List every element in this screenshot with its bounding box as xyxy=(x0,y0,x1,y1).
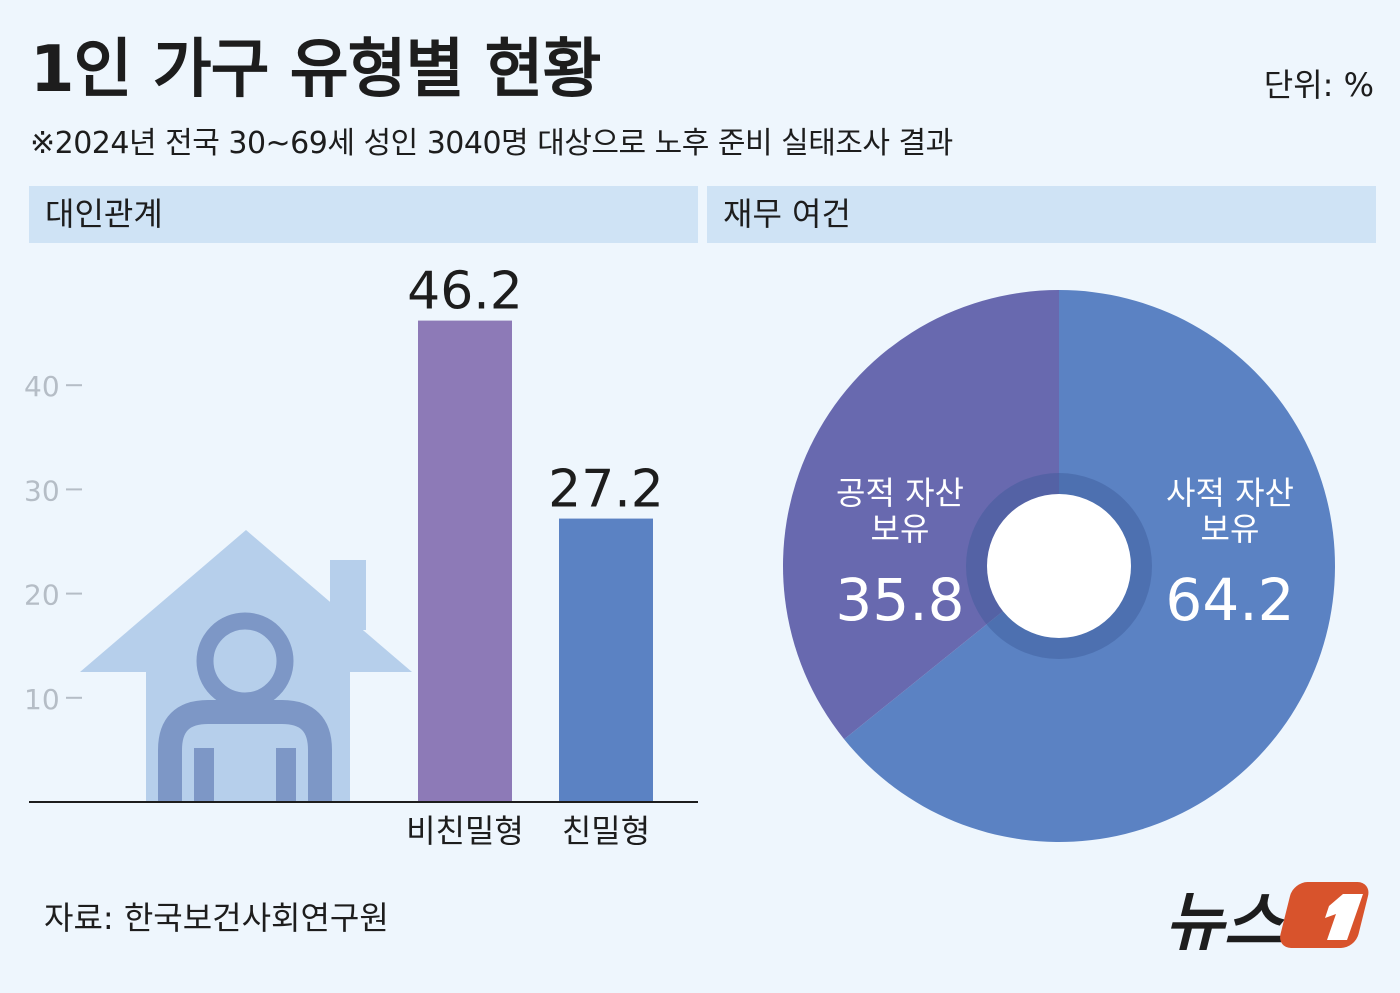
pie-slice xyxy=(782,290,1059,740)
pie-panel-header: 재무 여건 xyxy=(707,186,1376,243)
bar xyxy=(559,518,653,802)
pie-slice-label: 공적 자산 xyxy=(836,474,964,512)
y-tick-label: 10 xyxy=(24,683,60,716)
bar-value-label: 46.2 xyxy=(407,262,523,322)
logo-text: 뉴스 xyxy=(1165,886,1285,956)
bar xyxy=(418,320,512,802)
bar-value-label: 27.2 xyxy=(548,460,664,520)
donut-hole xyxy=(987,494,1131,638)
category-label: 비친밀형 xyxy=(406,812,524,850)
y-tick-label: 30 xyxy=(24,474,60,507)
page-title: 1인 가구 유형별 현황 xyxy=(30,33,601,107)
news1-logo: 뉴스 xyxy=(1165,882,1369,956)
y-tick-label: 40 xyxy=(24,370,60,403)
pie-value-label: 64.2 xyxy=(1165,566,1294,634)
donut-ring xyxy=(966,473,1152,659)
bar-panel-header: 대인관계 xyxy=(29,186,698,243)
category-label: 친밀형 xyxy=(562,812,650,850)
pie-slice-label: 사적 자산 xyxy=(1166,474,1294,512)
pie-value-label: 35.8 xyxy=(835,566,964,634)
house-person-icon xyxy=(80,530,412,802)
y-tick-label: 20 xyxy=(24,579,60,612)
source-note: 자료: 한국보건사회연구원 xyxy=(44,899,389,937)
unit-label: 단위: % xyxy=(1263,66,1374,104)
pie-slice-label: 보유 xyxy=(871,510,930,548)
pie-slice-label: 보유 xyxy=(1201,510,1260,548)
bar-chart: 10 20 30 40 46.2 비친밀형 27.2 친밀형 xyxy=(24,262,698,850)
subtitle: ※2024년 전국 30~69세 성인 3040명 대상으로 노후 준비 실태조… xyxy=(30,126,953,161)
